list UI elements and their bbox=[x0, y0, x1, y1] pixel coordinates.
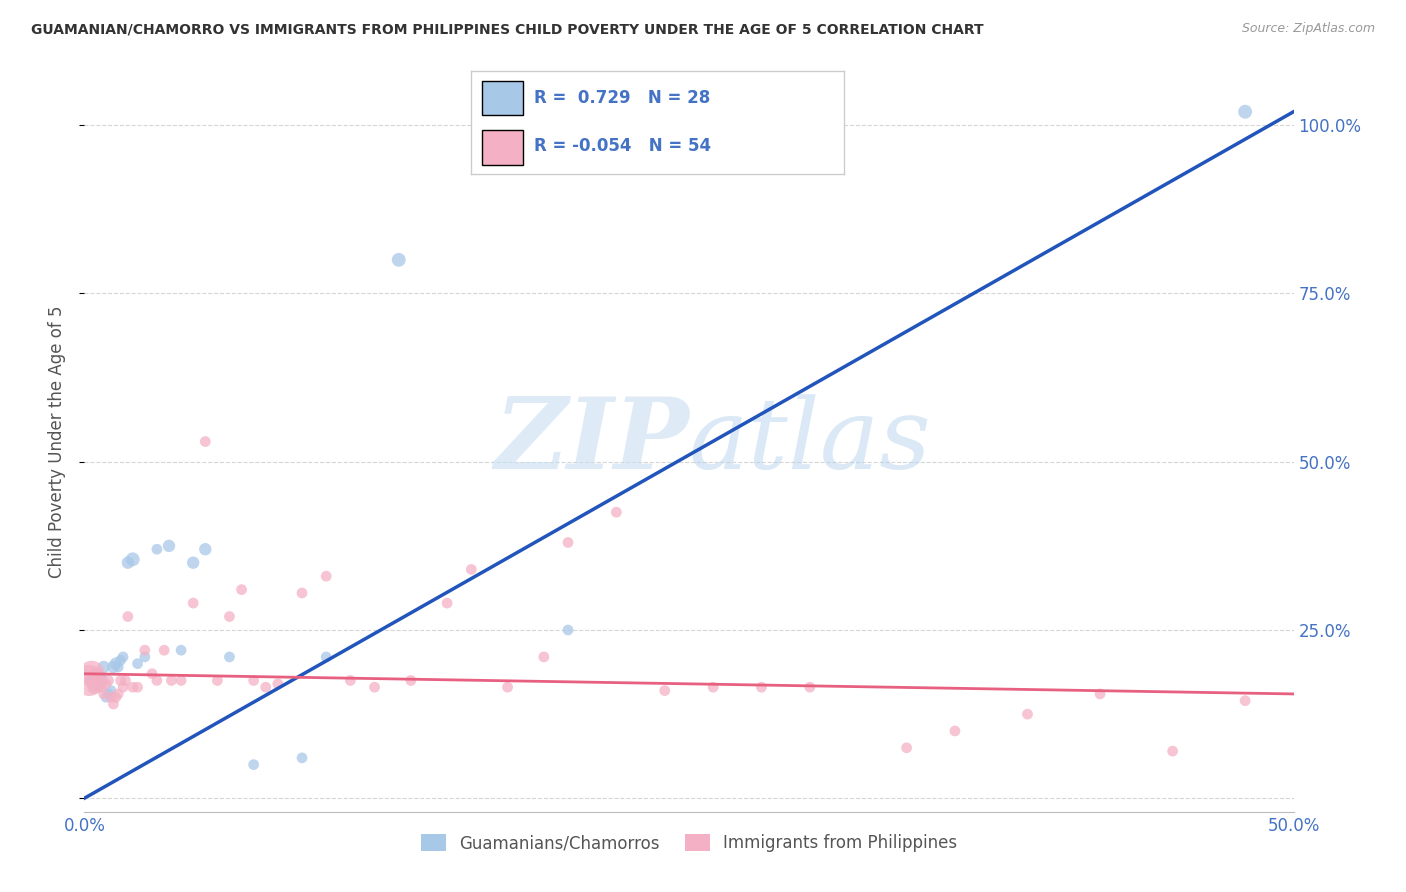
FancyBboxPatch shape bbox=[482, 130, 523, 165]
Point bbox=[87, 673, 110, 688]
Point bbox=[103, 660, 125, 674]
Point bbox=[181, 596, 204, 610]
Point bbox=[103, 697, 125, 711]
Point bbox=[97, 687, 120, 701]
Point bbox=[93, 660, 115, 674]
Point bbox=[799, 680, 821, 694]
Point bbox=[121, 680, 143, 694]
Point bbox=[127, 657, 149, 671]
Point bbox=[436, 596, 458, 610]
Point bbox=[146, 542, 169, 557]
Point bbox=[533, 649, 555, 664]
Text: atlas: atlas bbox=[689, 394, 932, 489]
Point bbox=[90, 680, 112, 694]
Point bbox=[110, 653, 132, 667]
Point bbox=[1161, 744, 1184, 758]
Point bbox=[291, 751, 314, 765]
Point bbox=[121, 552, 143, 566]
Point bbox=[291, 586, 314, 600]
Point bbox=[100, 683, 122, 698]
Point bbox=[93, 687, 115, 701]
Point bbox=[86, 666, 108, 681]
Point bbox=[94, 690, 117, 705]
Point bbox=[80, 673, 103, 688]
Point bbox=[315, 569, 337, 583]
Point bbox=[160, 673, 183, 688]
Point bbox=[117, 609, 139, 624]
Point bbox=[170, 673, 193, 688]
Legend: Guamanians/Chamorros, Immigrants from Philippines: Guamanians/Chamorros, Immigrants from Ph… bbox=[415, 828, 963, 859]
Point bbox=[194, 434, 217, 449]
Point bbox=[117, 556, 139, 570]
Y-axis label: Child Poverty Under the Age of 5: Child Poverty Under the Age of 5 bbox=[48, 305, 66, 578]
Point bbox=[134, 649, 156, 664]
Point bbox=[557, 623, 579, 637]
Point bbox=[218, 609, 240, 624]
Point bbox=[315, 649, 337, 664]
Text: R = -0.054   N = 54: R = -0.054 N = 54 bbox=[534, 137, 711, 155]
Point bbox=[702, 680, 724, 694]
Point bbox=[605, 505, 627, 519]
Point bbox=[388, 252, 411, 267]
Text: Source: ZipAtlas.com: Source: ZipAtlas.com bbox=[1241, 22, 1375, 36]
Point bbox=[231, 582, 253, 597]
Point bbox=[112, 680, 135, 694]
Point bbox=[83, 680, 105, 694]
Point bbox=[181, 556, 204, 570]
Point bbox=[86, 673, 108, 688]
Point bbox=[80, 666, 103, 681]
Point bbox=[100, 690, 122, 705]
Text: GUAMANIAN/CHAMORRO VS IMMIGRANTS FROM PHILIPPINES CHILD POVERTY UNDER THE AGE OF: GUAMANIAN/CHAMORRO VS IMMIGRANTS FROM PH… bbox=[31, 22, 984, 37]
Point bbox=[363, 680, 385, 694]
Point bbox=[1017, 707, 1039, 722]
Point bbox=[114, 673, 136, 688]
Point bbox=[460, 562, 482, 576]
FancyBboxPatch shape bbox=[482, 80, 523, 115]
Point bbox=[170, 643, 193, 657]
Point bbox=[557, 535, 579, 549]
Point bbox=[107, 687, 129, 701]
Point bbox=[157, 539, 180, 553]
Point bbox=[97, 673, 120, 688]
Point bbox=[112, 649, 135, 664]
Text: ZIP: ZIP bbox=[494, 393, 689, 490]
Point bbox=[90, 670, 112, 684]
Point bbox=[267, 677, 290, 691]
Point bbox=[751, 680, 773, 694]
Point bbox=[896, 740, 918, 755]
Point bbox=[94, 677, 117, 691]
Point bbox=[399, 673, 422, 688]
Point bbox=[1234, 694, 1257, 708]
Point bbox=[339, 673, 361, 688]
Point bbox=[104, 690, 127, 705]
Point bbox=[104, 657, 127, 671]
Point bbox=[254, 680, 277, 694]
Text: R =  0.729   N = 28: R = 0.729 N = 28 bbox=[534, 89, 710, 107]
Point bbox=[194, 542, 217, 557]
Point bbox=[242, 757, 264, 772]
Point bbox=[1088, 687, 1111, 701]
Point bbox=[77, 673, 100, 688]
Point bbox=[141, 666, 163, 681]
Point bbox=[127, 680, 149, 694]
Point bbox=[496, 680, 519, 694]
Point bbox=[218, 649, 240, 664]
Point bbox=[242, 673, 264, 688]
Point bbox=[134, 643, 156, 657]
Point bbox=[207, 673, 229, 688]
Point bbox=[107, 660, 129, 674]
Point bbox=[153, 643, 176, 657]
Point bbox=[1234, 104, 1257, 119]
Point bbox=[110, 673, 132, 688]
Point bbox=[943, 723, 966, 738]
Point bbox=[654, 683, 676, 698]
Point bbox=[146, 673, 169, 688]
